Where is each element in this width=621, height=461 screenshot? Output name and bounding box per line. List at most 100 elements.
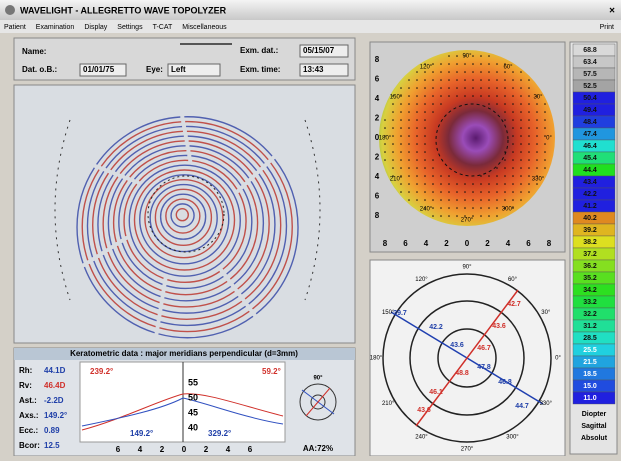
- axis-label: 4: [424, 239, 429, 248]
- dot: [416, 103, 418, 105]
- dot: [408, 151, 410, 153]
- dot: [472, 191, 474, 193]
- field-label: Eye:: [146, 65, 163, 74]
- scale-label: 18.5: [583, 371, 597, 378]
- dot: [496, 63, 498, 65]
- dot: [424, 151, 426, 153]
- dot: [408, 175, 410, 177]
- dot: [512, 191, 514, 193]
- dot: [480, 87, 482, 89]
- dot: [456, 207, 458, 209]
- x-label: 2: [204, 445, 209, 454]
- dot: [480, 191, 482, 193]
- angle-label: 60°: [508, 277, 518, 283]
- dot: [488, 79, 490, 81]
- dot: [440, 79, 442, 81]
- dot: [528, 135, 530, 137]
- dot: [488, 71, 490, 73]
- dot: [480, 215, 482, 217]
- axis-label: 2: [375, 153, 380, 162]
- polar-value: 46.7: [477, 345, 491, 352]
- dot: [496, 175, 498, 177]
- dot: [440, 71, 442, 73]
- menu-item[interactable]: Examination: [36, 24, 75, 31]
- dot: [520, 127, 522, 129]
- dot: [472, 215, 474, 217]
- dot: [488, 199, 490, 201]
- dot: [512, 175, 514, 177]
- scale-label: 40.2: [583, 215, 597, 222]
- dot: [384, 159, 386, 161]
- field-value: 13:43: [303, 65, 324, 74]
- angle-label: 30°: [533, 95, 543, 101]
- dot: [512, 95, 514, 97]
- dot: [504, 79, 506, 81]
- dot: [392, 103, 394, 105]
- row-value: 12.5: [44, 441, 60, 450]
- x-label: 2: [160, 445, 165, 454]
- dot: [488, 207, 490, 209]
- dot: [528, 79, 530, 81]
- dot: [504, 71, 506, 73]
- dot: [528, 159, 530, 161]
- dot: [448, 95, 450, 97]
- y-label: 50: [188, 392, 198, 402]
- dot: [496, 71, 498, 73]
- dot: [488, 183, 490, 185]
- scale-label: 42.2: [583, 191, 597, 198]
- dot: [496, 95, 498, 97]
- scale-label: 45.4: [583, 155, 597, 162]
- dot: [464, 207, 466, 209]
- angle-label: 270°: [461, 218, 474, 224]
- dot: [472, 79, 474, 81]
- dot: [504, 175, 506, 177]
- menu-item[interactable]: T-CAT: [153, 24, 173, 31]
- dot: [416, 151, 418, 153]
- dot: [424, 191, 426, 193]
- dot: [480, 79, 482, 81]
- dot: [472, 63, 474, 65]
- dot: [424, 167, 426, 169]
- dot: [464, 95, 466, 97]
- app-icon: [5, 5, 15, 15]
- dot: [512, 119, 514, 121]
- axis-label: 8: [383, 239, 388, 248]
- angle-label: 0°: [546, 136, 552, 142]
- dot: [512, 71, 514, 73]
- dot: [512, 199, 514, 201]
- dot: [504, 103, 506, 105]
- angle-label: 90°: [462, 265, 472, 271]
- menu-item[interactable]: Settings: [117, 24, 143, 31]
- dot: [416, 199, 418, 201]
- dot: [528, 151, 530, 153]
- dot: [488, 63, 490, 65]
- dot: [480, 95, 482, 97]
- dot: [400, 103, 402, 105]
- dot: [512, 159, 514, 161]
- dot: [408, 199, 410, 201]
- close-button[interactable]: ×: [609, 6, 615, 17]
- dot: [400, 159, 402, 161]
- scale-label: 44.4: [583, 167, 597, 174]
- dot: [472, 95, 474, 97]
- dot: [520, 87, 522, 89]
- print-menu[interactable]: Print: [600, 24, 614, 31]
- menu-item[interactable]: Patient: [4, 24, 26, 31]
- dot: [392, 119, 394, 121]
- row-value: 0.89: [44, 426, 60, 435]
- dot: [440, 183, 442, 185]
- scale-label: 48.4: [583, 119, 597, 126]
- scale-label: 31.2: [583, 323, 597, 330]
- dot: [424, 95, 426, 97]
- menu-item[interactable]: Miscellaneous: [182, 24, 227, 31]
- dot: [400, 167, 402, 169]
- dot: [432, 63, 434, 65]
- axis-label: 2: [375, 114, 380, 123]
- dot: [496, 87, 498, 89]
- menu-item[interactable]: Display: [84, 24, 107, 31]
- x-label: 4: [226, 445, 231, 454]
- scale-label: 46.4: [583, 143, 597, 150]
- dot: [392, 143, 394, 145]
- dot: [480, 63, 482, 65]
- dot: [520, 71, 522, 73]
